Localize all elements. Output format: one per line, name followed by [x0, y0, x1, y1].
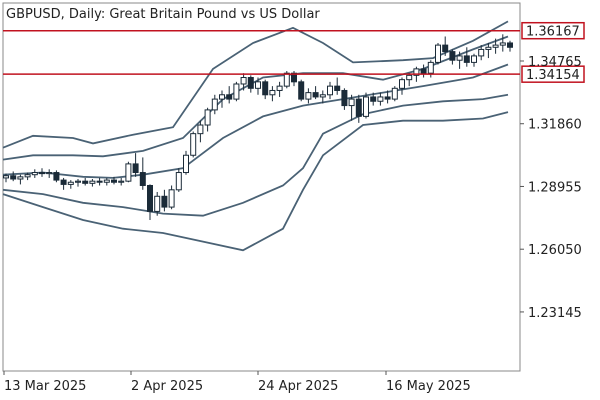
x-tick-label: 24 Apr 2025 [258, 379, 338, 394]
candle [377, 92, 384, 106]
candle [226, 86, 233, 104]
candle [449, 49, 456, 65]
candle [219, 90, 225, 108]
candle [269, 86, 276, 102]
level-label-box [521, 21, 585, 40]
candle [46, 169, 53, 178]
candle [154, 191, 161, 216]
y-tick-label: 1.28955 [528, 180, 582, 195]
candle [17, 174, 24, 185]
candle [485, 42, 492, 59]
level-label: 1.34154 [526, 68, 580, 83]
bands-outer-upper-line [2, 20, 509, 149]
candle [471, 53, 477, 67]
candle [492, 38, 499, 54]
y-tick-label: 1.34765 [528, 55, 582, 70]
candle [60, 177, 67, 190]
candle [399, 77, 405, 95]
candle [262, 79, 269, 100]
candle [24, 172, 31, 181]
y-axis: 1.31860 1.28955 1.26050 1.23145 1.34765 [520, 55, 582, 321]
candle [175, 168, 182, 192]
candles [3, 34, 513, 221]
candle [139, 157, 146, 190]
candle [111, 176, 117, 185]
level-label-box [521, 65, 585, 83]
candle [75, 179, 81, 187]
candle [319, 90, 326, 104]
y-tick-label: 1.31860 [528, 118, 582, 133]
candle [341, 88, 348, 110]
candle [247, 75, 254, 93]
x-tick-label: 2 Apr 2025 [131, 379, 203, 394]
candle [3, 173, 9, 183]
candle [82, 177, 89, 186]
candle [355, 94, 362, 123]
y-tick-label: 1.23145 [528, 306, 582, 321]
candle [478, 45, 485, 61]
x-axis: 13 Mar 2025 2 Apr 2025 24 Apr 2025 16 May 2… [3, 371, 471, 394]
candle [125, 161, 132, 183]
candle [363, 92, 369, 119]
candle [276, 81, 283, 97]
bands-outer-lower-line [2, 111, 509, 252]
candle [255, 77, 261, 95]
candle [463, 47, 470, 67]
candle [240, 73, 247, 91]
candle [312, 86, 319, 100]
candle [456, 51, 463, 69]
candle [499, 34, 506, 52]
candle [197, 120, 204, 143]
candle [118, 177, 125, 186]
candle [211, 94, 218, 115]
candle [147, 184, 153, 221]
candle [168, 185, 175, 210]
horizontal-lines: 1.36167 1.34154 [3, 21, 585, 83]
candle [103, 177, 110, 186]
candle [348, 94, 355, 121]
candle [96, 177, 103, 186]
candle [327, 81, 333, 100]
y-tick-label: 1.26050 [528, 243, 582, 258]
candle [305, 88, 312, 104]
bands-inner-lower-line [2, 93, 509, 217]
x-tick-label: 13 Mar 2025 [4, 379, 86, 394]
candle [183, 150, 189, 175]
candle [384, 90, 391, 104]
candle [442, 36, 449, 56]
candle [67, 180, 74, 189]
candle [89, 179, 96, 187]
candle [190, 131, 197, 158]
bollinger-bands [2, 20, 509, 252]
candle [507, 40, 513, 52]
level-label: 1.36167 [526, 25, 580, 40]
x-tick-label: 16 May 2025 [386, 379, 471, 394]
candle [420, 64, 427, 78]
candle [132, 153, 139, 177]
candle [435, 42, 441, 65]
candle [233, 81, 240, 102]
candle [161, 189, 168, 212]
candle [10, 171, 17, 182]
bands-middle-line [2, 63, 509, 179]
chart-title: GBPUSD, Daily: Great Britain Pound vs US… [6, 7, 320, 22]
candle [391, 86, 398, 102]
candle [53, 170, 60, 183]
candle [298, 79, 305, 102]
candle [39, 168, 45, 177]
candle [204, 107, 211, 132]
candle [31, 169, 38, 178]
plot-frame [2, 2, 521, 372]
candle [370, 92, 377, 106]
candle [406, 73, 413, 87]
candle [334, 77, 341, 95]
